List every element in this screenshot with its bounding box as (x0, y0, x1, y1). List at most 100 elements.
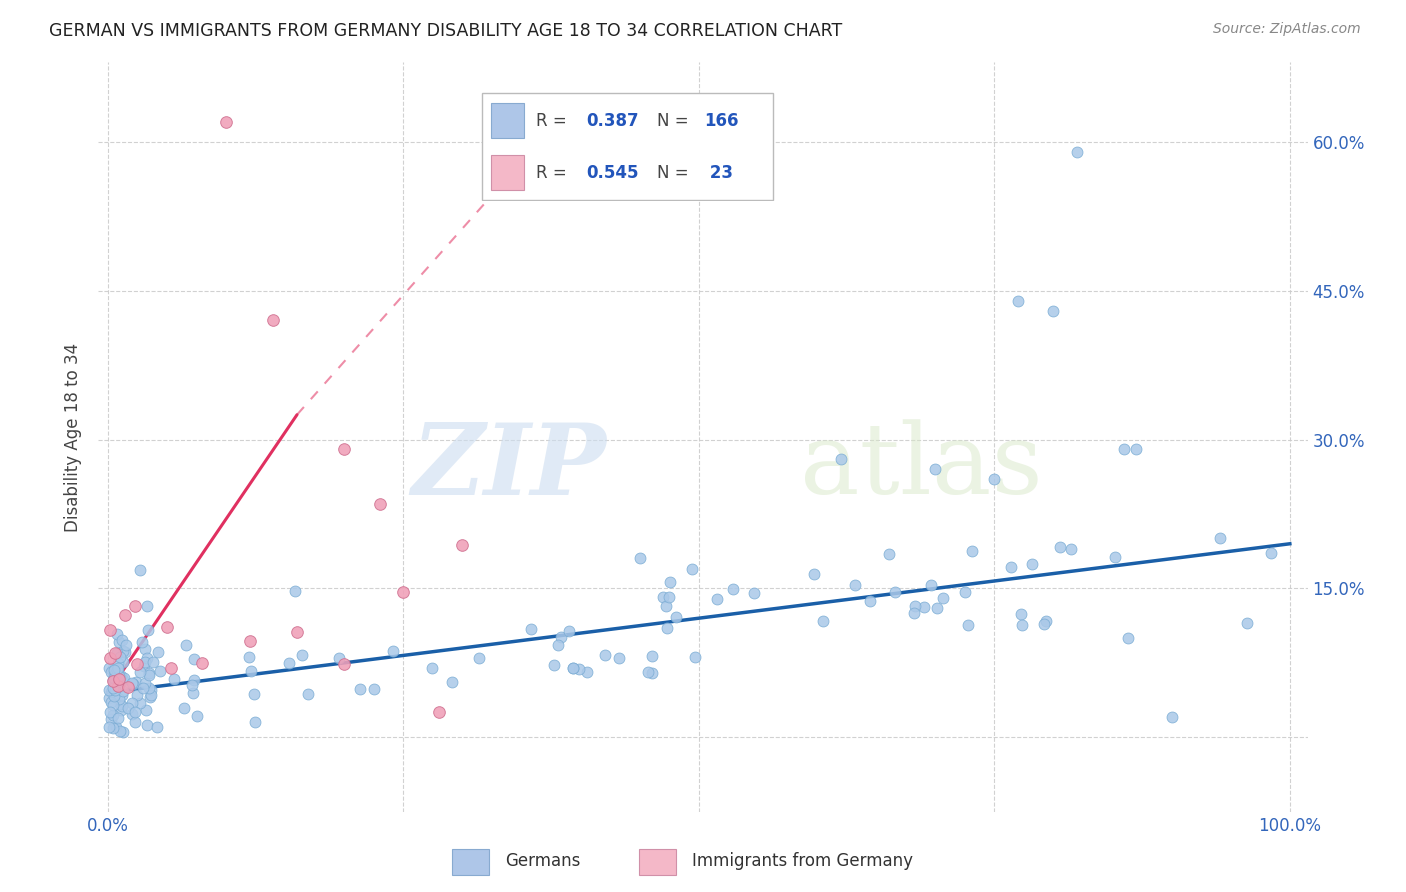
Point (904, 599, 927, 613)
Point (333, 657, 356, 671)
Point (101, 673, 124, 688)
Point (125, 688, 148, 702)
Point (136, 717, 159, 731)
Point (297, 687, 319, 701)
Point (368, 497, 391, 511)
Point (381, 644, 404, 658)
Point (105, 663, 128, 677)
Point (723, 582, 745, 596)
Point (1007, 293, 1029, 308)
Point (451, 538, 474, 552)
Point (98, 690, 121, 705)
Point (174, 638, 197, 652)
Point (111, 725, 134, 739)
Point (129, 665, 152, 680)
Point (134, 641, 156, 656)
Point (664, 609, 686, 624)
Point (284, 584, 307, 599)
Point (111, 673, 134, 688)
Point (107, 673, 129, 687)
Text: Germans: Germans (505, 852, 581, 871)
Point (183, 673, 205, 688)
Point (568, 662, 591, 676)
Point (877, 547, 900, 561)
FancyBboxPatch shape (451, 849, 489, 875)
Point (131, 634, 153, 648)
Point (641, 649, 664, 664)
Point (657, 621, 679, 635)
Point (115, 638, 138, 652)
Point (114, 608, 136, 623)
Point (932, 591, 955, 606)
Point (138, 623, 160, 637)
Point (285, 624, 308, 639)
Point (1209, 531, 1232, 545)
Point (111, 643, 134, 657)
Point (181, 678, 204, 692)
Text: atlas: atlas (800, 419, 1042, 515)
Point (98, 720, 121, 734)
Point (111, 684, 134, 698)
Point (121, 696, 143, 710)
Point (110, 697, 132, 711)
Point (101, 721, 124, 735)
Point (561, 661, 583, 675)
Point (186, 709, 208, 723)
Point (659, 574, 682, 589)
Point (124, 599, 146, 613)
Point (105, 646, 128, 660)
Point (1021, 557, 1043, 571)
Point (107, 679, 129, 693)
Point (262, 313, 284, 327)
Point (830, 452, 852, 467)
Point (121, 707, 143, 722)
Point (103, 663, 125, 677)
Point (100, 695, 122, 709)
Point (103, 681, 125, 696)
Point (468, 651, 491, 665)
Text: ZIP: ZIP (412, 419, 606, 516)
Point (114, 645, 136, 659)
Point (912, 599, 935, 614)
Point (1260, 546, 1282, 560)
Point (924, 462, 946, 476)
Point (927, 600, 949, 615)
Point (1236, 616, 1258, 631)
Point (558, 624, 581, 638)
Point (103, 690, 125, 704)
Point (239, 664, 262, 678)
Point (243, 687, 266, 701)
Point (104, 667, 127, 681)
Point (101, 708, 124, 723)
Point (883, 585, 905, 599)
Point (101, 663, 124, 677)
Point (641, 665, 664, 680)
Point (100, 685, 122, 699)
Point (1066, 145, 1088, 159)
Point (103, 671, 125, 685)
Point (138, 668, 160, 682)
Point (427, 706, 450, 720)
Point (135, 650, 157, 665)
Point (124, 705, 146, 719)
Point (138, 681, 160, 695)
Point (652, 590, 675, 604)
Point (562, 661, 585, 675)
Point (1011, 618, 1033, 632)
Point (1116, 631, 1139, 645)
Point (146, 720, 169, 734)
Point (550, 631, 572, 645)
Point (844, 578, 866, 592)
Point (956, 618, 979, 632)
Point (392, 584, 415, 599)
Point (121, 677, 143, 691)
Point (135, 703, 157, 717)
Point (1035, 614, 1057, 628)
Point (628, 550, 651, 565)
Point (1032, 617, 1054, 632)
Point (134, 676, 156, 690)
Point (803, 567, 825, 582)
Point (117, 681, 139, 695)
Point (1010, 607, 1032, 621)
Point (960, 544, 983, 558)
